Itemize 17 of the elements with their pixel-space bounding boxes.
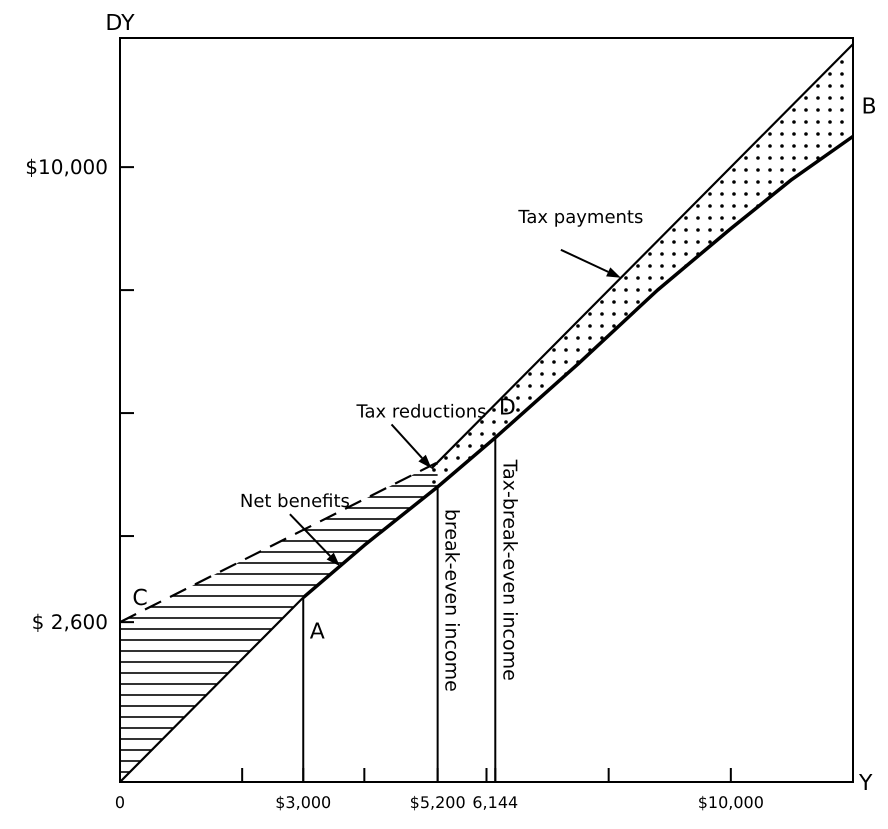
annotation: Net benefits bbox=[240, 491, 350, 512]
x-axis-title: Y bbox=[858, 771, 873, 796]
annotation: B bbox=[861, 94, 877, 120]
annotation: D bbox=[498, 396, 516, 421]
x-tick-label: $5,200 bbox=[410, 793, 466, 812]
annotation: A bbox=[310, 620, 325, 645]
ref-line-label: break-even income bbox=[440, 508, 463, 692]
y-axis-title: DY bbox=[105, 11, 136, 36]
x-tick-label: 0 bbox=[114, 793, 126, 812]
x-tick-label: $10,000 bbox=[698, 793, 764, 812]
annotation: C bbox=[132, 586, 148, 612]
annotation: Tax reductions bbox=[355, 401, 487, 422]
ref-line-label: Tax-break-even income bbox=[498, 458, 520, 681]
y-tick-label: $ 2,600 bbox=[32, 610, 108, 634]
x-tick-label: 6,144 bbox=[472, 793, 518, 812]
x-tick-label: $3,000 bbox=[275, 793, 332, 812]
annotation: Tax payments bbox=[517, 206, 644, 228]
